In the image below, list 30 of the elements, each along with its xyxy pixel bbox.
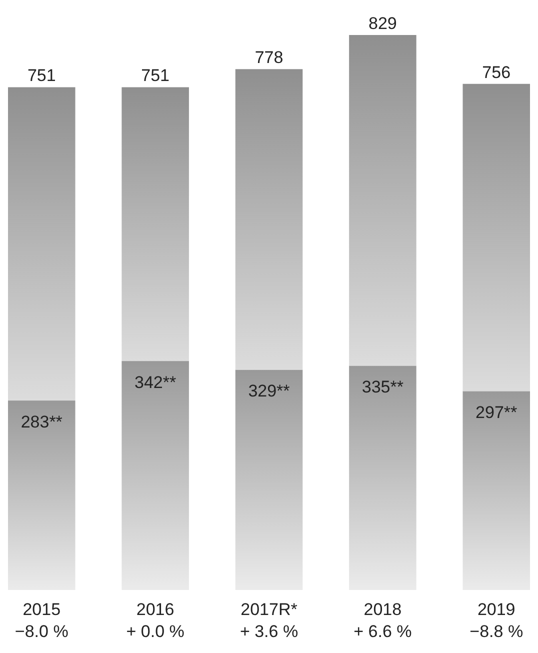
text: −8.8 % [470, 622, 524, 641]
total-label: 756 [482, 62, 511, 82]
x-tick-label: 2016 [136, 600, 174, 619]
data-label: 297** [476, 403, 518, 422]
bar [122, 361, 189, 590]
x-tick-label: 2017R* [240, 600, 298, 619]
total-label: 751 [27, 66, 56, 86]
x-tick-label: 2015 [22, 600, 61, 619]
total-label: 829 [368, 14, 397, 33]
text: −8.0 % [14, 622, 68, 641]
x-tick-label: 2018 [364, 600, 402, 619]
data-label: 283** [20, 412, 63, 432]
bar [349, 35, 416, 366]
data-label: 329** [248, 382, 290, 401]
bar [235, 69, 303, 370]
bar [235, 370, 303, 590]
bar [462, 391, 530, 590]
data-label: 335** [362, 378, 404, 397]
bar [349, 366, 416, 590]
bar [462, 84, 530, 392]
text: + 3.6 % [240, 622, 298, 641]
x-tick-label: 2019 [477, 600, 516, 619]
bar [8, 87, 76, 401]
bar [122, 87, 189, 362]
bar [8, 400, 76, 590]
total-label: 778 [254, 48, 284, 68]
text: + 6.6 % [354, 622, 412, 641]
text: + 0.0 % [126, 622, 184, 641]
data-label: 342** [134, 373, 176, 392]
total-label: 751 [141, 66, 170, 86]
